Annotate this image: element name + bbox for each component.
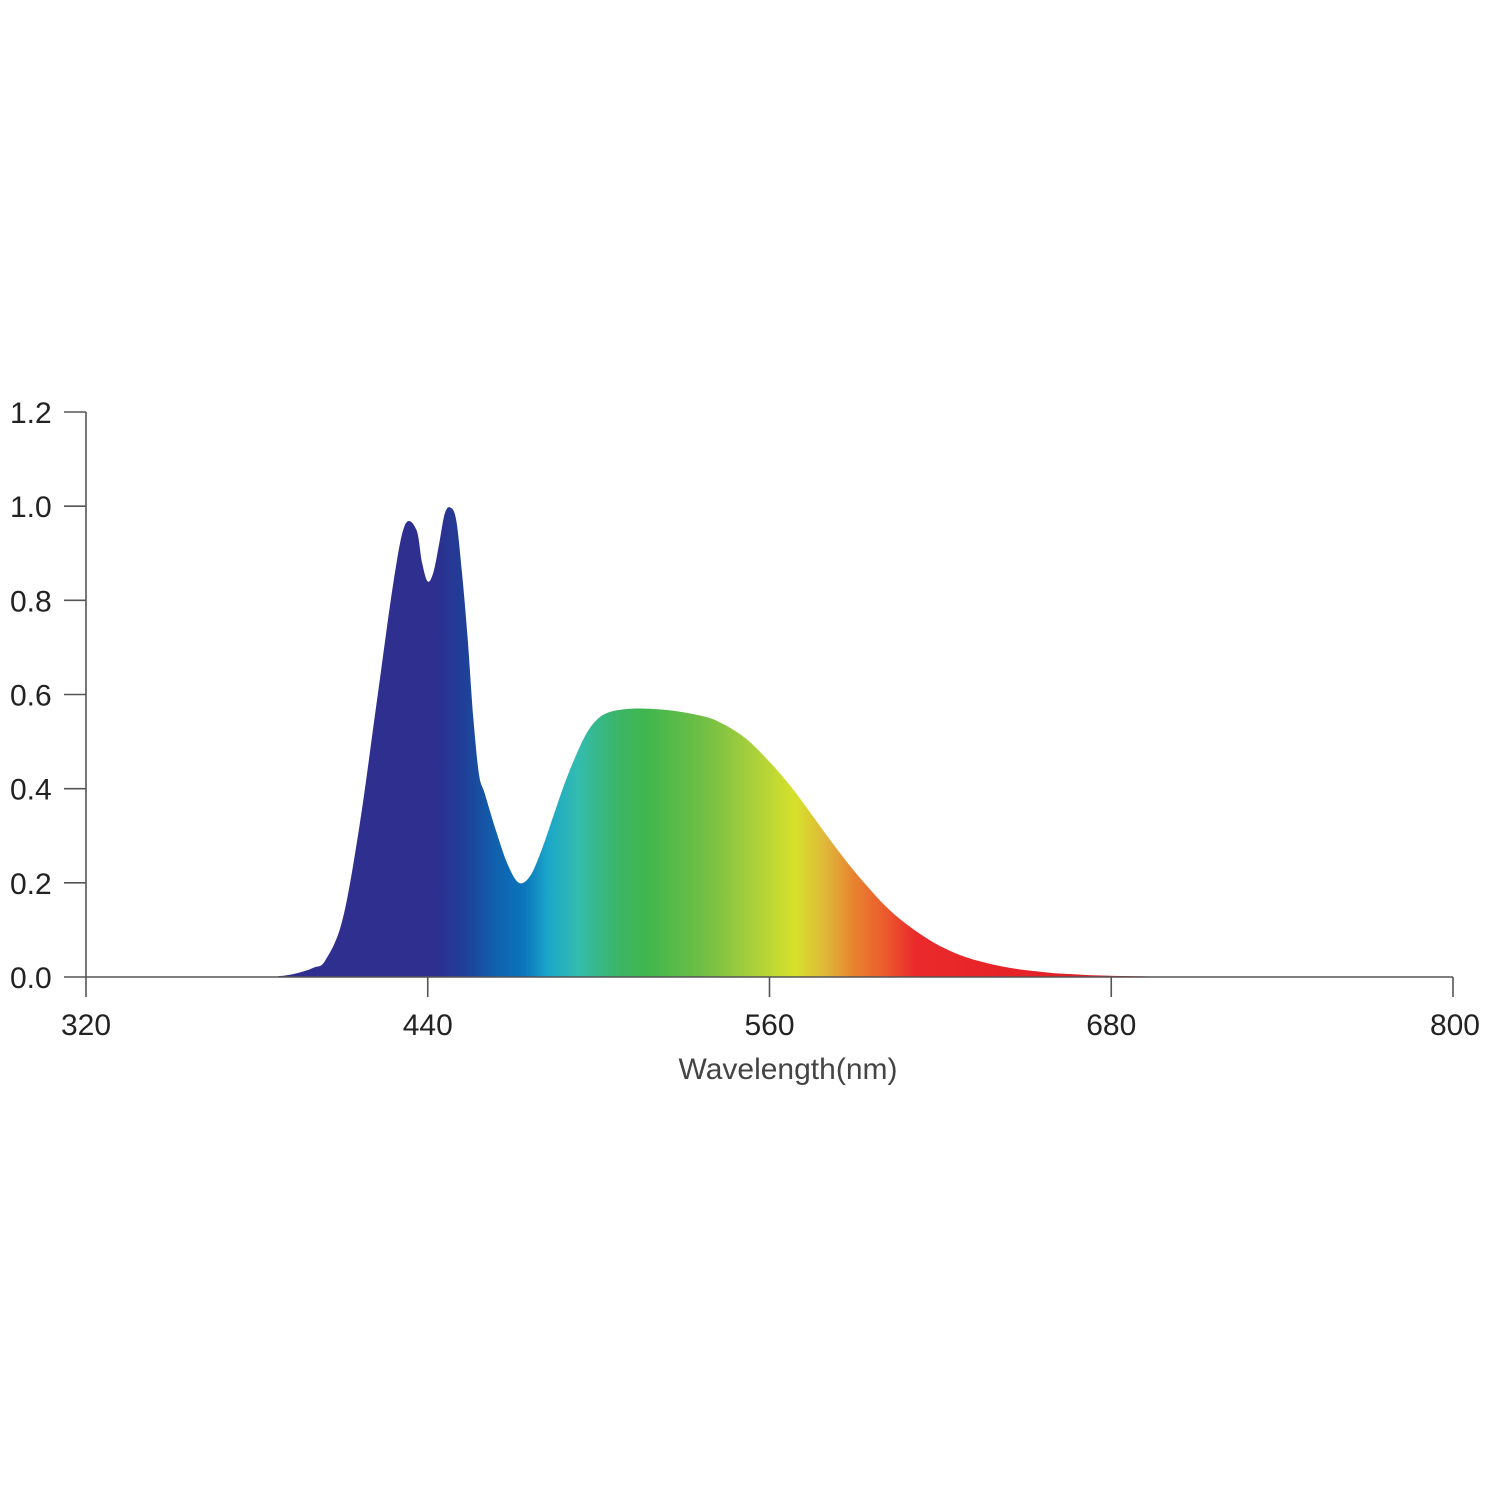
- x-tick-label: 560: [744, 1009, 794, 1042]
- y-tick-label: 0.0: [10, 962, 52, 995]
- spectrum-area: [86, 507, 1453, 977]
- y-tick-label: 1.2: [10, 397, 52, 430]
- x-tick-label: 440: [403, 1009, 453, 1042]
- x-tick-label: 320: [61, 1009, 111, 1042]
- x-axis-ticks: 320 440 560 680 800: [61, 977, 1480, 1042]
- x-tick-label: 800: [1430, 1009, 1480, 1042]
- axes: 0.0 0.2 0.4 0.6 0.8 1.0 1.2 320 440 560 680 800 Wa…: [10, 397, 1480, 1086]
- y-tick-label: 0.8: [10, 585, 52, 618]
- y-tick-label: 1.0: [10, 491, 52, 524]
- x-tick-label: 680: [1086, 1009, 1136, 1042]
- y-tick-label: 0.6: [10, 680, 52, 713]
- y-tick-label: 0.4: [10, 774, 52, 807]
- y-tick-label: 0.2: [10, 868, 52, 901]
- plot-area: [86, 507, 1453, 977]
- y-axis-ticks: 0.0 0.2 0.4 0.6 0.8 1.0 1.2: [10, 397, 86, 995]
- x-axis-title: Wavelength(nm): [679, 1053, 898, 1086]
